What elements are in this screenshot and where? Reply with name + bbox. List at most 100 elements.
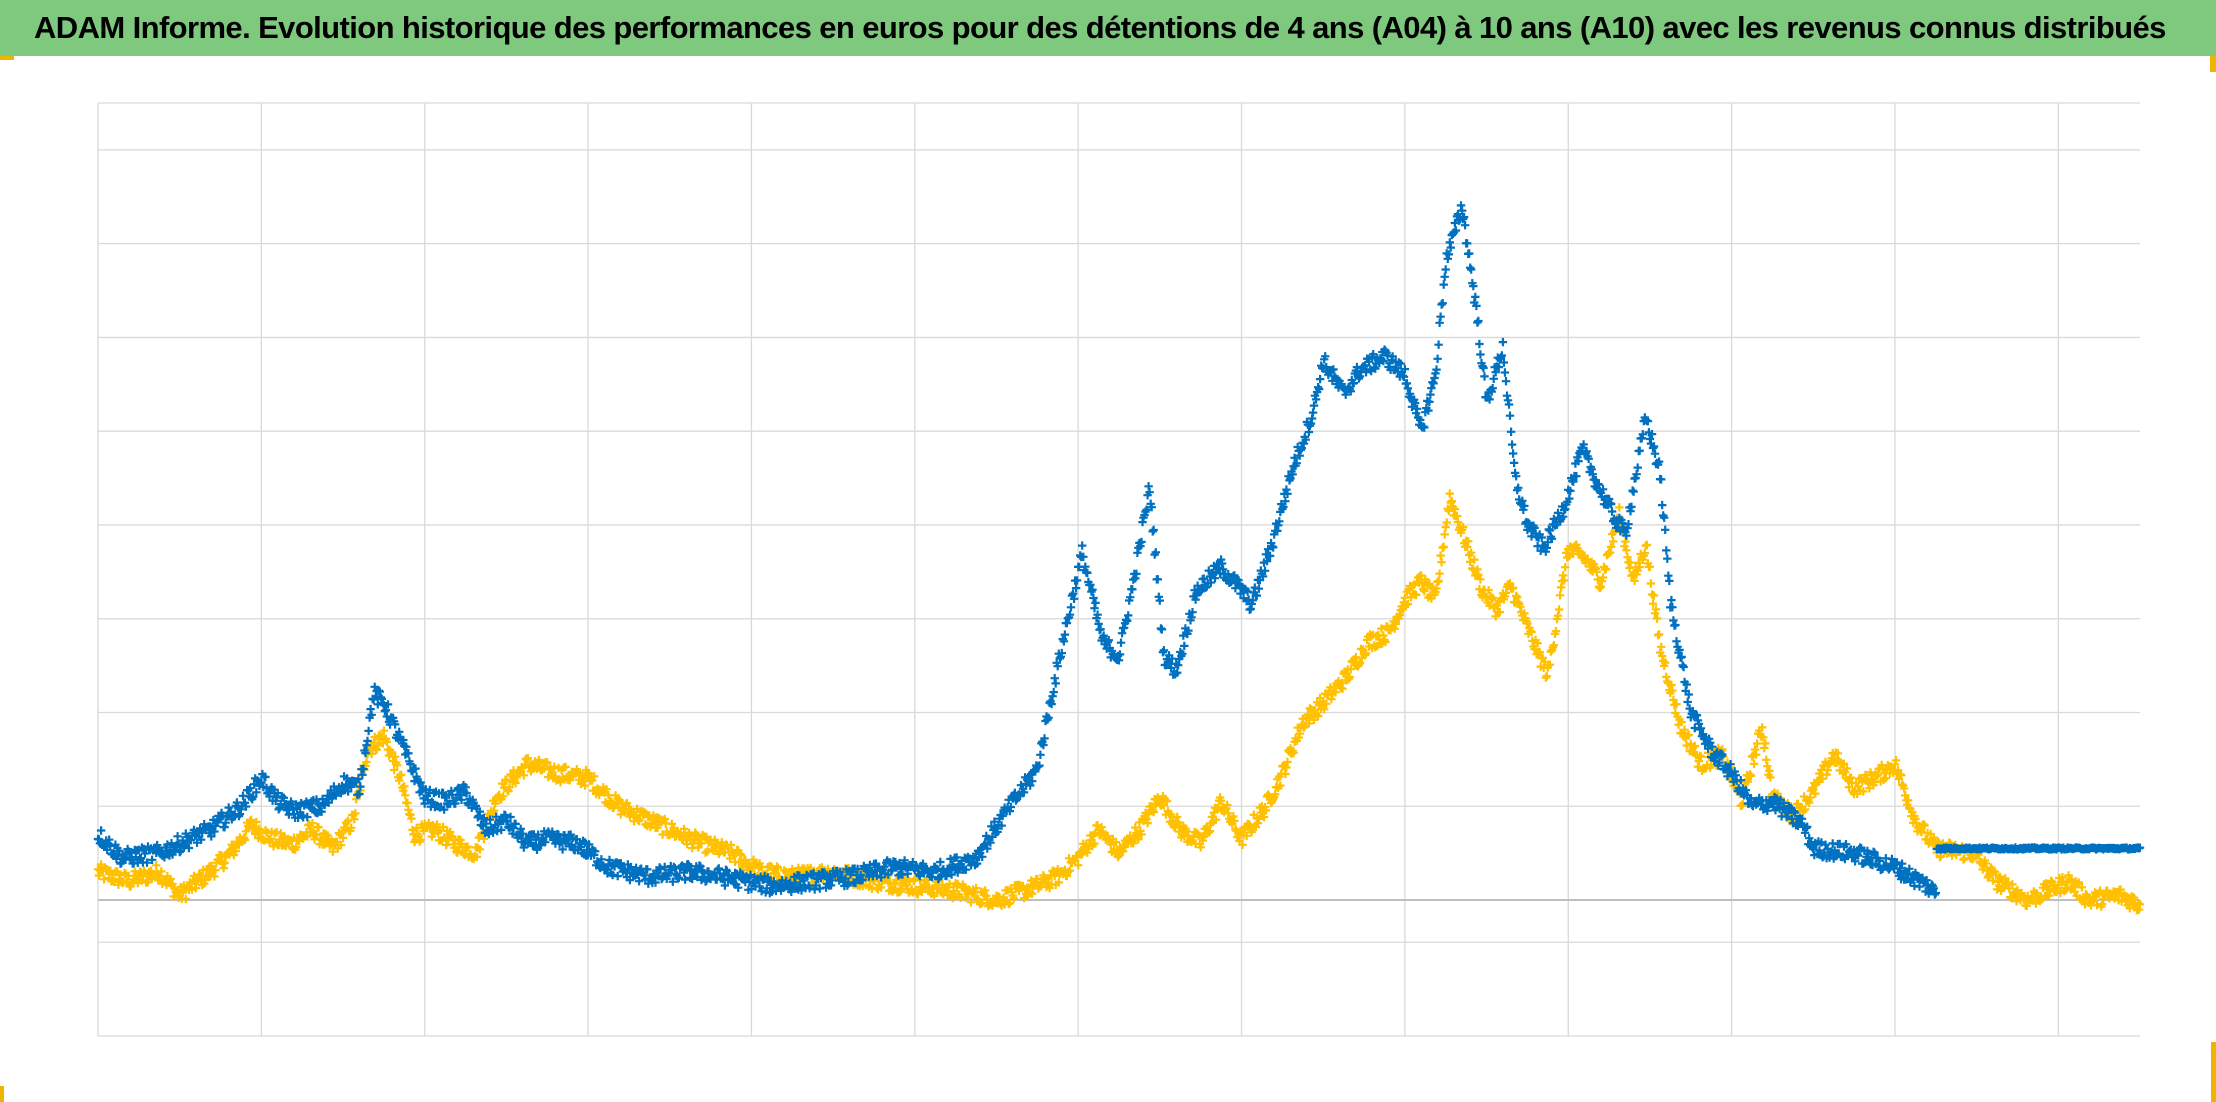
data-point	[1147, 503, 1156, 512]
data-point	[1435, 569, 1444, 578]
data-point	[1457, 206, 1467, 215]
data-point	[1218, 565, 1228, 574]
data-point	[1684, 730, 1693, 740]
data-point	[1446, 243, 1455, 252]
data-point	[1403, 384, 1413, 393]
data-point	[1403, 599, 1413, 609]
data-point	[1065, 866, 1075, 875]
data-point	[696, 862, 705, 871]
data-point	[400, 782, 409, 791]
data-point	[952, 853, 961, 862]
data-point	[1495, 607, 1504, 617]
data-point	[1149, 807, 1158, 817]
data-point	[1751, 750, 1761, 759]
data-point	[1184, 626, 1193, 635]
data-point	[1663, 554, 1672, 563]
data-point	[207, 832, 216, 841]
data-point	[112, 854, 121, 864]
data-point	[499, 792, 508, 801]
data-point	[613, 871, 622, 881]
data-point	[143, 878, 153, 887]
data-point	[1438, 299, 1447, 308]
data-point	[1474, 316, 1483, 326]
data-point	[249, 792, 258, 801]
data-point	[152, 861, 161, 870]
data-point	[1292, 459, 1301, 468]
data-point	[505, 783, 514, 792]
data-point	[416, 835, 425, 844]
data-point	[1803, 822, 1812, 831]
data-point	[1491, 368, 1500, 377]
data-point	[2129, 893, 2139, 902]
data-point	[1506, 427, 1516, 436]
data-point	[1646, 579, 1656, 588]
data-point	[1660, 513, 1669, 522]
data-point	[328, 847, 337, 856]
data-point	[1132, 569, 1141, 578]
data-point	[584, 840, 594, 849]
data-point	[1223, 800, 1232, 810]
data-point	[947, 870, 956, 879]
data-point	[362, 757, 371, 767]
data-point	[163, 840, 172, 849]
data-point	[1036, 750, 1045, 759]
data-point	[1205, 827, 1215, 836]
data-point	[1696, 752, 1706, 761]
data-point	[516, 824, 525, 833]
data-point	[338, 833, 348, 843]
data-point	[231, 846, 240, 856]
data-point	[1072, 576, 1082, 585]
data-point	[1126, 593, 1135, 602]
data-point	[1476, 350, 1485, 359]
data-point	[605, 855, 614, 865]
data-point	[367, 710, 376, 720]
data-point	[1677, 652, 1686, 662]
data-point	[1331, 688, 1340, 697]
data-point	[1897, 859, 1907, 868]
data-point	[1321, 352, 1330, 361]
data-point	[485, 815, 495, 824]
data-point	[1188, 608, 1197, 617]
data-point	[978, 852, 987, 861]
data-point	[518, 829, 527, 838]
data-point	[1470, 555, 1479, 564]
data-point	[1432, 365, 1441, 374]
data-point	[416, 778, 425, 787]
data-point	[742, 872, 751, 881]
data-point	[1601, 564, 1611, 574]
data-point	[1355, 658, 1365, 668]
data-point	[1420, 423, 1429, 432]
data-point	[1533, 639, 1542, 648]
data-point	[1230, 816, 1239, 826]
data-point	[1472, 301, 1481, 311]
data-point	[1211, 815, 1221, 824]
data-point	[1242, 831, 1251, 840]
data-point	[1668, 603, 1677, 612]
data-point	[1400, 364, 1410, 374]
data-point	[1301, 435, 1310, 444]
data-point	[1606, 542, 1616, 552]
data-point	[493, 826, 502, 836]
data-point	[1654, 630, 1664, 639]
data-point	[489, 806, 499, 815]
data-point	[550, 762, 559, 771]
data-point	[124, 871, 133, 881]
data-point	[1440, 530, 1449, 539]
data-point	[1283, 489, 1292, 498]
data-point	[597, 855, 606, 864]
data-point	[1260, 566, 1270, 575]
data-point	[1498, 337, 1508, 347]
data-point	[791, 878, 800, 887]
data-point	[1505, 411, 1515, 420]
data-point	[1746, 771, 1756, 781]
data-point	[1289, 748, 1298, 757]
data-point	[354, 774, 363, 784]
data-point	[1104, 636, 1113, 645]
data-point	[602, 785, 611, 794]
data-point	[363, 736, 372, 746]
data-point	[1369, 350, 1378, 359]
data-point	[1895, 864, 1905, 873]
data-point	[1440, 272, 1449, 281]
data-point	[773, 863, 783, 873]
data-point	[1453, 517, 1463, 527]
